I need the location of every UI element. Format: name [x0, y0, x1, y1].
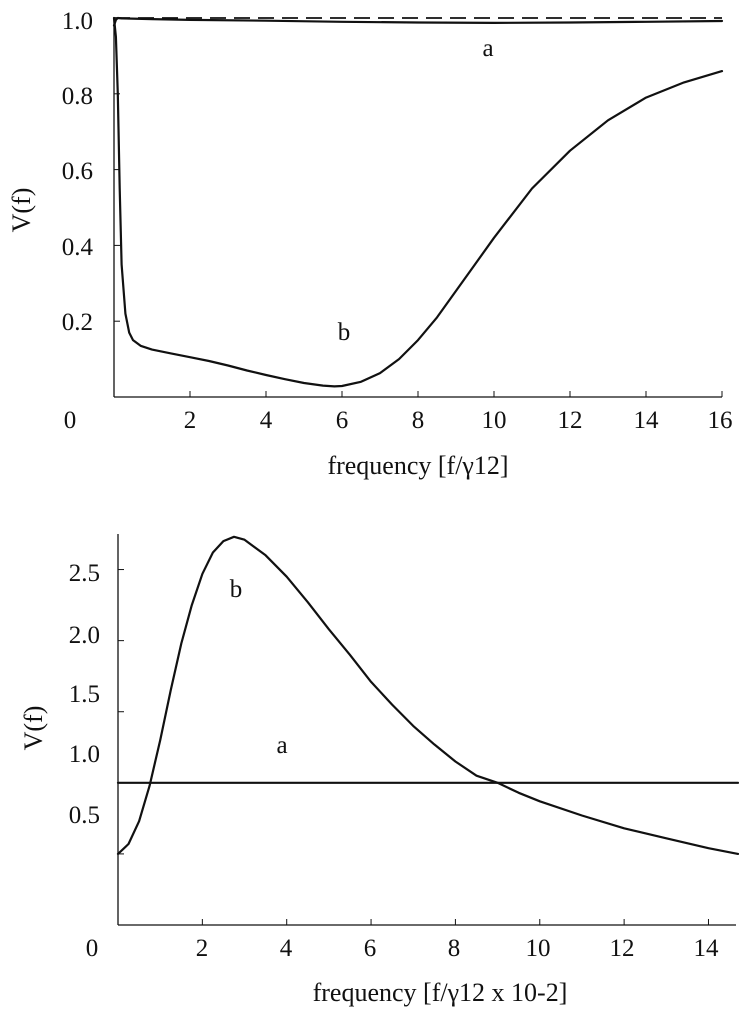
chart-bottom-y-axis-title: V(f) [19, 706, 48, 751]
chart-top-curves [112, 16, 724, 388]
chart-bottom-y-tick-label: 2.5 [69, 560, 100, 587]
chart-bottom-y-tick-label: 1.5 [69, 681, 100, 708]
chart-bottom-ticks [118, 569, 709, 925]
chart-top-curve-label-b: b [338, 319, 351, 346]
chart-bottom-curve-label-b: b [230, 576, 243, 603]
chart-top-x-tick-labels: 0 2 4 6 8 10 12 14 16 [64, 407, 733, 434]
chart-top-y-axis-title: V(f) [7, 188, 36, 233]
chart-top-x-tick-label: 12 [558, 407, 583, 434]
chart-bottom-y-tick-label: 1.0 [69, 741, 100, 768]
chart-bottom-x-tick-label: 8 [448, 935, 461, 962]
chart-bottom-x-tick-labels: 0 2 4 6 8 10 12 14 [86, 935, 719, 962]
chart-top-x-tick-label: 2 [184, 407, 197, 434]
chart-bottom-y-tick-label: 0.5 [69, 802, 100, 829]
chart-top-x-tick-label: 4 [260, 407, 273, 434]
chart-top-y-tick-label: 1.0 [62, 8, 93, 35]
chart-bottom-x-tick-label: 6 [364, 935, 377, 962]
chart-bottom-curve-b [116, 535, 739, 855]
chart-top-ticks [114, 17, 723, 397]
chart-top: 1.0 0.8 0.6 0.4 0.2 0 2 4 6 8 10 12 14 1… [7, 8, 733, 480]
chart-bottom-x-tick-label: 12 [610, 935, 635, 962]
chart-bottom-x-tick-label: 4 [280, 935, 293, 962]
chart-top-curve-a [112, 16, 724, 27]
chart-top-curve-b [112, 16, 724, 388]
chart-top-y-tick-label: 0.8 [62, 83, 93, 110]
chart-bottom-x-axis-title: frequency [f/γ12 x 10-2] [313, 978, 568, 1007]
chart-top-x-tick-label: 8 [412, 407, 425, 434]
chart-bottom-y-tick-label: 2.0 [69, 622, 100, 649]
chart-top-y-tick-label: 0.4 [62, 234, 94, 261]
chart-top-y-tick-label: 0.6 [62, 158, 93, 185]
chart-top-x-axis-title: frequency [f/γ12] [327, 451, 508, 480]
chart-bottom-y-tick-labels: 2.5 2.0 1.5 1.0 0.5 [69, 560, 100, 829]
chart-top-y-tick-labels: 1.0 0.8 0.6 0.4 0.2 [62, 8, 94, 336]
chart-top-x-tick-label: 16 [708, 407, 733, 434]
chart-bottom-curves [116, 535, 739, 855]
chart-top-curve-label-a: a [482, 35, 493, 62]
chart-bottom-x-tick-label: 10 [526, 935, 551, 962]
chart-bottom-curve-label-a: a [276, 732, 287, 759]
chart-bottom-x-tick-label: 2 [196, 935, 209, 962]
chart-bottom-x-tick-label: 14 [694, 935, 720, 962]
chart-top-x-tick-label: 6 [336, 407, 349, 434]
chart-bottom: 2.5 2.0 1.5 1.0 0.5 0 2 4 6 8 10 12 14 f… [19, 534, 739, 1007]
chart-top-y-tick-label: 0.2 [62, 309, 93, 336]
chart-top-x-tick-label: 10 [482, 407, 507, 434]
chart-top-x-tick-label: 0 [64, 407, 77, 434]
chart-bottom-x-tick-label: 0 [86, 935, 99, 962]
chart-top-x-tick-label: 14 [634, 407, 660, 434]
